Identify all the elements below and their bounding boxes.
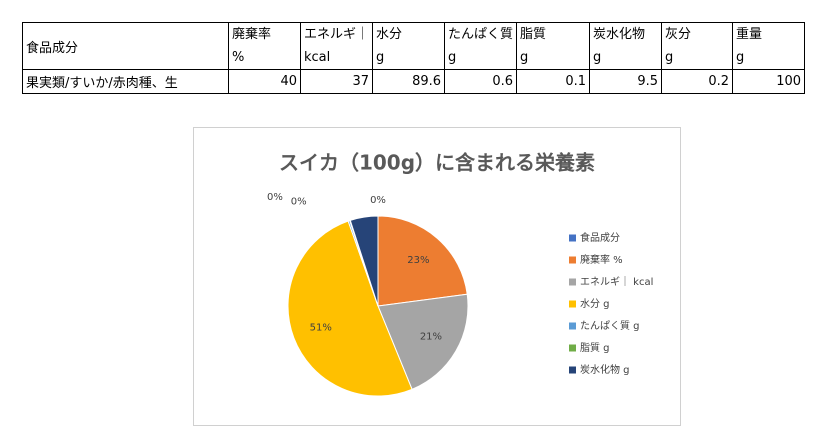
- header-cell: 食品成分: [22, 22, 229, 70]
- pie-slice: [377, 293, 469, 390]
- pie-slice: [377, 215, 468, 307]
- pie-slice: [349, 215, 379, 307]
- pie-slice: [287, 220, 413, 397]
- header-unit: g: [593, 50, 602, 65]
- header-cell: 廃棄率%: [228, 22, 301, 70]
- header-unit: g: [376, 50, 385, 65]
- header-name: たんぱく質: [448, 27, 514, 42]
- header-cell: 水分 g: [372, 22, 446, 70]
- data-cell: 37: [299, 69, 374, 94]
- header-cell: 灰分 g: [661, 22, 734, 70]
- header-unit: %: [232, 50, 245, 65]
- data-cell: 果実類/すいか/赤肉種、生: [22, 69, 229, 94]
- header-name: 炭水化物: [593, 27, 646, 42]
- legend-label: 廃棄率 %: [580, 253, 623, 266]
- data-cell: 40: [228, 69, 301, 94]
- legend-swatch: [569, 300, 576, 308]
- legend-swatch: [569, 256, 576, 264]
- header-name: 灰分: [665, 27, 692, 42]
- header-unit: kcal: [304, 50, 331, 65]
- data-cell: 9.5: [589, 69, 663, 94]
- chart-title: スイカ（100g）に含まれる栄養素: [279, 151, 595, 175]
- header-cell: 脂質 g: [516, 22, 591, 70]
- data-cell: 100: [732, 69, 806, 94]
- chart: スイカ（100g）に含まれる栄養素 0% 23% 21% 51% 0% 0% 食品成分廃棄率…: [267, 151, 653, 397]
- data-label: 0%: [291, 196, 307, 207]
- data-label: 0%: [267, 192, 283, 203]
- legend-swatch: [569, 234, 576, 242]
- legend-swatch: [569, 366, 576, 374]
- legend-swatch: [569, 322, 576, 330]
- data-label: 51%: [310, 323, 332, 334]
- header-name: 食品成分: [26, 40, 79, 56]
- header-name: 水分: [376, 27, 403, 42]
- data-cell: 0.2: [661, 69, 734, 94]
- legend-label: 食品成分: [580, 231, 620, 244]
- header-name: エネルギ｜: [304, 27, 370, 42]
- header-name: 廃棄率: [232, 27, 272, 42]
- header-cell: 重量 g: [732, 22, 806, 70]
- header-unit: g: [736, 50, 745, 65]
- legend-swatch: [569, 278, 576, 286]
- header-cell: 炭水化物 g: [589, 22, 663, 70]
- header-name: 重量: [736, 27, 763, 42]
- data-cell: 89.6: [372, 69, 446, 94]
- data-label: 21%: [420, 332, 442, 343]
- legend-label: たんぱく質 g: [580, 319, 640, 332]
- legend-label: 水分 g: [580, 298, 610, 310]
- header-cell: エネルギ｜ kcal: [299, 22, 374, 70]
- legend-label: 炭水化物 g: [580, 363, 630, 376]
- data-label: 23%: [407, 255, 429, 266]
- header-unit: g: [520, 50, 529, 65]
- data-cell: 0.1: [516, 69, 591, 94]
- header-name: 脂質: [520, 27, 547, 42]
- legend-label: 脂質 g: [580, 341, 610, 354]
- chart-area: スイカ（100g）に含まれる栄養素 0% 23% 21% 51% 0% 0% 食品成分廃棄率…: [193, 127, 681, 426]
- data-label: 0%: [370, 195, 386, 206]
- header-unit: g: [665, 50, 674, 65]
- header-row: 食品成分 廃棄率% エネルギ｜ kcal 水分 g たんぱく質 g 脂質 g 炭水化物 g 灰分 g 重量 g: [22, 22, 806, 70]
- data-cell: 0.6: [444, 69, 518, 94]
- data-row: 果実類/すいか/赤肉種、生 40 37 89.6 0.6 0.1 9.5 0.2 100: [22, 69, 806, 94]
- legend-swatch: [569, 344, 576, 352]
- legend-label: エネルギ｜ kcal: [580, 276, 653, 288]
- data-table: 食品成分 廃棄率% エネルギ｜ kcal 水分 g たんぱく質 g 脂質 g 炭水化物 g 灰分 g 重量 g…: [22, 22, 806, 94]
- header-cell: たんぱく質 g: [444, 22, 518, 70]
- header-unit: g: [448, 50, 457, 65]
